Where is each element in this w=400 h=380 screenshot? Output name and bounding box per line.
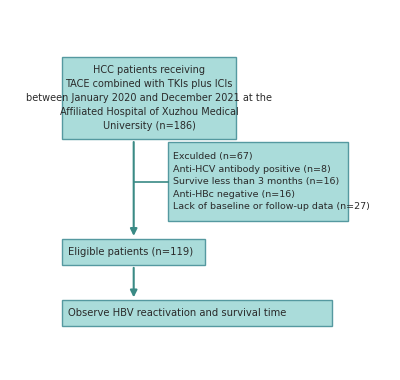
Text: Eligible patients (n=119): Eligible patients (n=119): [68, 247, 193, 257]
FancyBboxPatch shape: [62, 239, 205, 265]
Text: Observe HBV reactivation and survival time: Observe HBV reactivation and survival ti…: [68, 308, 286, 318]
Text: HCC patients receiving
TACE combined with TKIs plus ICIs
between January 2020 an: HCC patients receiving TACE combined wit…: [26, 65, 272, 131]
FancyBboxPatch shape: [62, 57, 236, 139]
FancyBboxPatch shape: [168, 142, 348, 221]
FancyBboxPatch shape: [62, 300, 332, 326]
Text: Exculded (n=67)
Anti-HCV antibody positive (n=8)
Survive less than 3 months (n=1: Exculded (n=67) Anti-HCV antibody positi…: [173, 152, 370, 211]
